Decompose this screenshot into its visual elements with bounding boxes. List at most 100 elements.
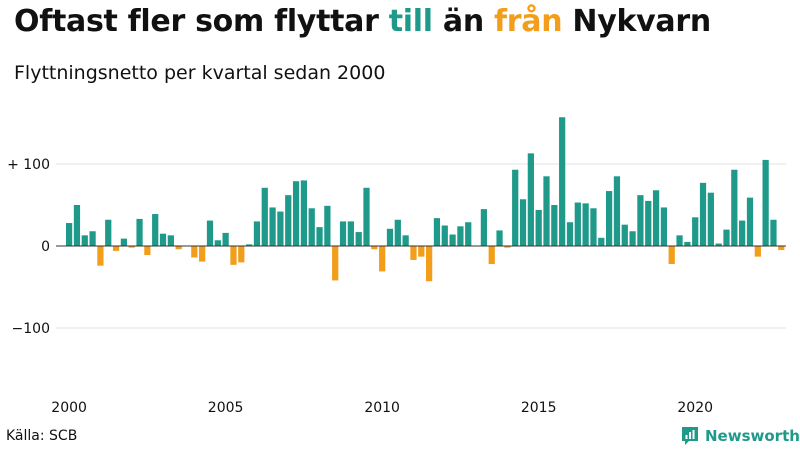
bar-chart: + 100 0 −100 2000 2005 2010 2015 2020 <box>7 117 786 416</box>
x-tick-label: 2015 <box>521 400 557 416</box>
bar-positive <box>449 234 456 246</box>
bar-positive <box>214 240 221 246</box>
bar-positive <box>253 221 261 246</box>
bar-positive <box>582 203 589 246</box>
y-tick-label: −100 <box>12 321 50 337</box>
title-part3: Nykvarn <box>562 4 711 39</box>
bar-positive <box>731 169 738 246</box>
chart-subtitle: Flyttningsnetto per kvartal sedan 2000 <box>14 62 386 84</box>
bar-positive <box>621 224 628 246</box>
bar-positive <box>465 222 472 246</box>
bar-negative <box>112 246 120 251</box>
bar-positive <box>308 208 315 246</box>
bar-positive <box>152 214 159 246</box>
bar-positive <box>136 218 143 246</box>
bar-positive <box>222 232 229 246</box>
bar-positive <box>527 153 534 246</box>
bar-negative <box>175 246 182 250</box>
x-tick-label: 2020 <box>677 400 713 416</box>
title-negative-word: från <box>494 4 563 39</box>
bar-negative <box>410 246 417 260</box>
bar-negative <box>488 246 495 265</box>
bar-positive <box>105 219 112 246</box>
bar-positive <box>645 200 652 246</box>
bar-positive <box>684 241 691 246</box>
bar-negative <box>97 246 104 266</box>
bar-negative <box>238 246 245 263</box>
bar-positive <box>629 231 636 246</box>
bar-positive <box>292 181 300 246</box>
bar-negative <box>332 246 339 281</box>
bar-positive <box>66 223 73 246</box>
bar-positive <box>394 219 401 246</box>
bar-positive <box>261 187 268 246</box>
title-part1: Oftast fler som flyttar <box>14 4 389 39</box>
bar-positive <box>402 235 409 246</box>
bar-positive <box>167 235 174 246</box>
bar-negative <box>128 246 135 248</box>
source-note: Källa: SCB <box>6 428 78 444</box>
bar-positive <box>559 117 566 246</box>
chart-title: Oftast fler som flyttar till än från Nyk… <box>14 4 711 39</box>
bar-positive <box>246 244 253 246</box>
bar-positive <box>723 229 730 246</box>
bar-positive <box>770 219 777 246</box>
bar-positive <box>551 205 558 246</box>
bar-negative <box>504 246 511 248</box>
bar-positive <box>762 159 769 246</box>
bar-positive <box>606 191 613 246</box>
bar-positive <box>89 231 96 246</box>
bar-positive <box>637 195 644 246</box>
bar-positive <box>512 169 519 246</box>
bar-positive <box>496 230 503 246</box>
bar-negative <box>668 246 675 265</box>
bar-positive <box>339 221 347 246</box>
bar-positive <box>566 222 574 246</box>
bar-positive <box>535 209 542 246</box>
bar-positive <box>73 205 81 246</box>
brand-logo[interactable]: Newsworthy <box>680 426 800 446</box>
bar-positive <box>355 232 362 246</box>
bar-positive <box>574 202 581 246</box>
bar-positive <box>739 220 746 246</box>
title-part2: än <box>432 4 495 39</box>
bar-negative <box>778 246 785 251</box>
x-tick-label: 2010 <box>364 400 400 416</box>
brand-name: Newsworthy <box>705 427 800 445</box>
bar-negative <box>371 246 378 250</box>
bar-positive <box>363 187 370 246</box>
bar-positive <box>300 180 308 246</box>
y-tick-label: 0 <box>41 239 50 255</box>
bar-positive <box>715 243 722 246</box>
bar-positive <box>324 205 331 246</box>
bar-positive <box>285 195 292 246</box>
bar-positive <box>433 218 441 246</box>
bar-positive <box>206 220 214 246</box>
y-tick-label: + 100 <box>7 157 50 173</box>
bar-positive <box>613 176 621 246</box>
bar-negative <box>144 246 151 256</box>
bar-negative <box>191 246 198 258</box>
bar-negative <box>199 246 206 262</box>
bar-positive <box>543 176 550 246</box>
title-positive-word: till <box>388 4 433 39</box>
bar-negative <box>230 246 237 265</box>
bar-positive <box>480 209 488 246</box>
bar-positive <box>590 208 597 246</box>
bar-negative <box>754 246 761 257</box>
bar-positive <box>746 197 754 246</box>
bar-negative <box>379 246 386 272</box>
bar-positive <box>386 228 394 246</box>
bar-positive <box>707 192 714 246</box>
bar-positive <box>598 237 605 246</box>
bar-positive <box>457 226 464 246</box>
bar-positive <box>277 211 284 246</box>
bar-positive <box>120 238 128 246</box>
newsworthy-logo-icon <box>682 427 698 445</box>
bar-positive <box>660 207 668 246</box>
bar-negative <box>426 246 433 282</box>
bar-positive <box>159 233 167 246</box>
bar-positive <box>519 199 527 246</box>
bar-positive <box>692 217 699 246</box>
bar-positive <box>269 207 276 246</box>
